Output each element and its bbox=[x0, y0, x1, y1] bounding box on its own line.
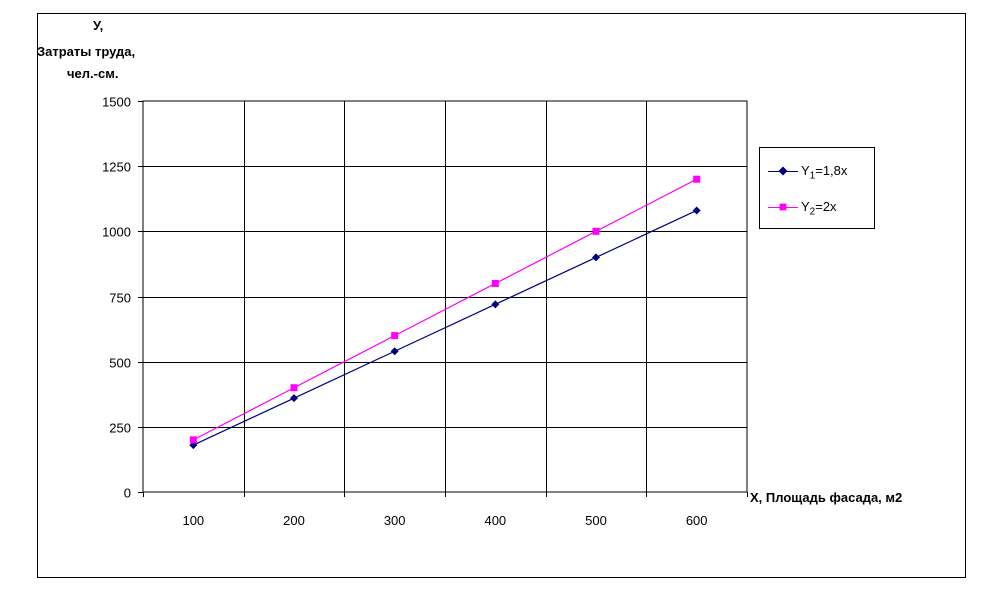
y-tick-label: 1250 bbox=[102, 160, 131, 175]
y-tick-label: 1500 bbox=[102, 95, 131, 110]
series-line-y1 bbox=[193, 209, 697, 446]
legend-label-y1: Y1=1,8x bbox=[801, 163, 848, 182]
y-tick-label: 0 bbox=[124, 486, 131, 501]
data-point-y2 bbox=[290, 384, 298, 392]
series-line-y2 bbox=[193, 178, 697, 441]
legend-item-y1: Y1=1,8x bbox=[760, 162, 874, 182]
y-tick-label: 750 bbox=[109, 291, 131, 306]
x-axis-label: Х, Площадь фасада, м2 bbox=[750, 490, 902, 505]
x-tick-label: 400 bbox=[484, 513, 506, 528]
y-axis-label-line-1: У, bbox=[93, 18, 104, 33]
data-point-y1 bbox=[692, 206, 701, 215]
data-point-y2 bbox=[189, 436, 197, 444]
data-point-y1 bbox=[290, 394, 298, 403]
legend-marker-diamond bbox=[778, 166, 788, 176]
legend-label-y2: Y2=2x bbox=[801, 199, 837, 218]
x-tick-label: 100 bbox=[182, 513, 204, 528]
y-tick-label: 500 bbox=[109, 356, 131, 371]
data-point-y2 bbox=[391, 332, 399, 340]
legend-item-y2: Y2=2x bbox=[760, 198, 874, 218]
legend: Y1=1,8x Y2=2x bbox=[759, 147, 875, 229]
y-axis-label-line-3: чел.-см. bbox=[67, 66, 119, 81]
data-point-y1 bbox=[592, 253, 600, 262]
x-tick-label: 300 bbox=[384, 513, 406, 528]
data-point-y2 bbox=[693, 175, 701, 183]
y-tick-label: 1000 bbox=[102, 225, 131, 240]
x-tick-label: 500 bbox=[585, 513, 607, 528]
legend-marker-square bbox=[779, 203, 787, 211]
data-point-y1 bbox=[390, 347, 399, 356]
data-point-y1 bbox=[491, 300, 500, 309]
data-point-y2 bbox=[491, 279, 499, 287]
x-tick-label: 600 bbox=[686, 513, 708, 528]
data-point-y2 bbox=[592, 227, 600, 235]
y-tick-label: 250 bbox=[109, 421, 131, 436]
y-axis-label-line-2: Затраты труда, bbox=[37, 44, 136, 59]
x-tick-label: 200 bbox=[283, 513, 305, 528]
